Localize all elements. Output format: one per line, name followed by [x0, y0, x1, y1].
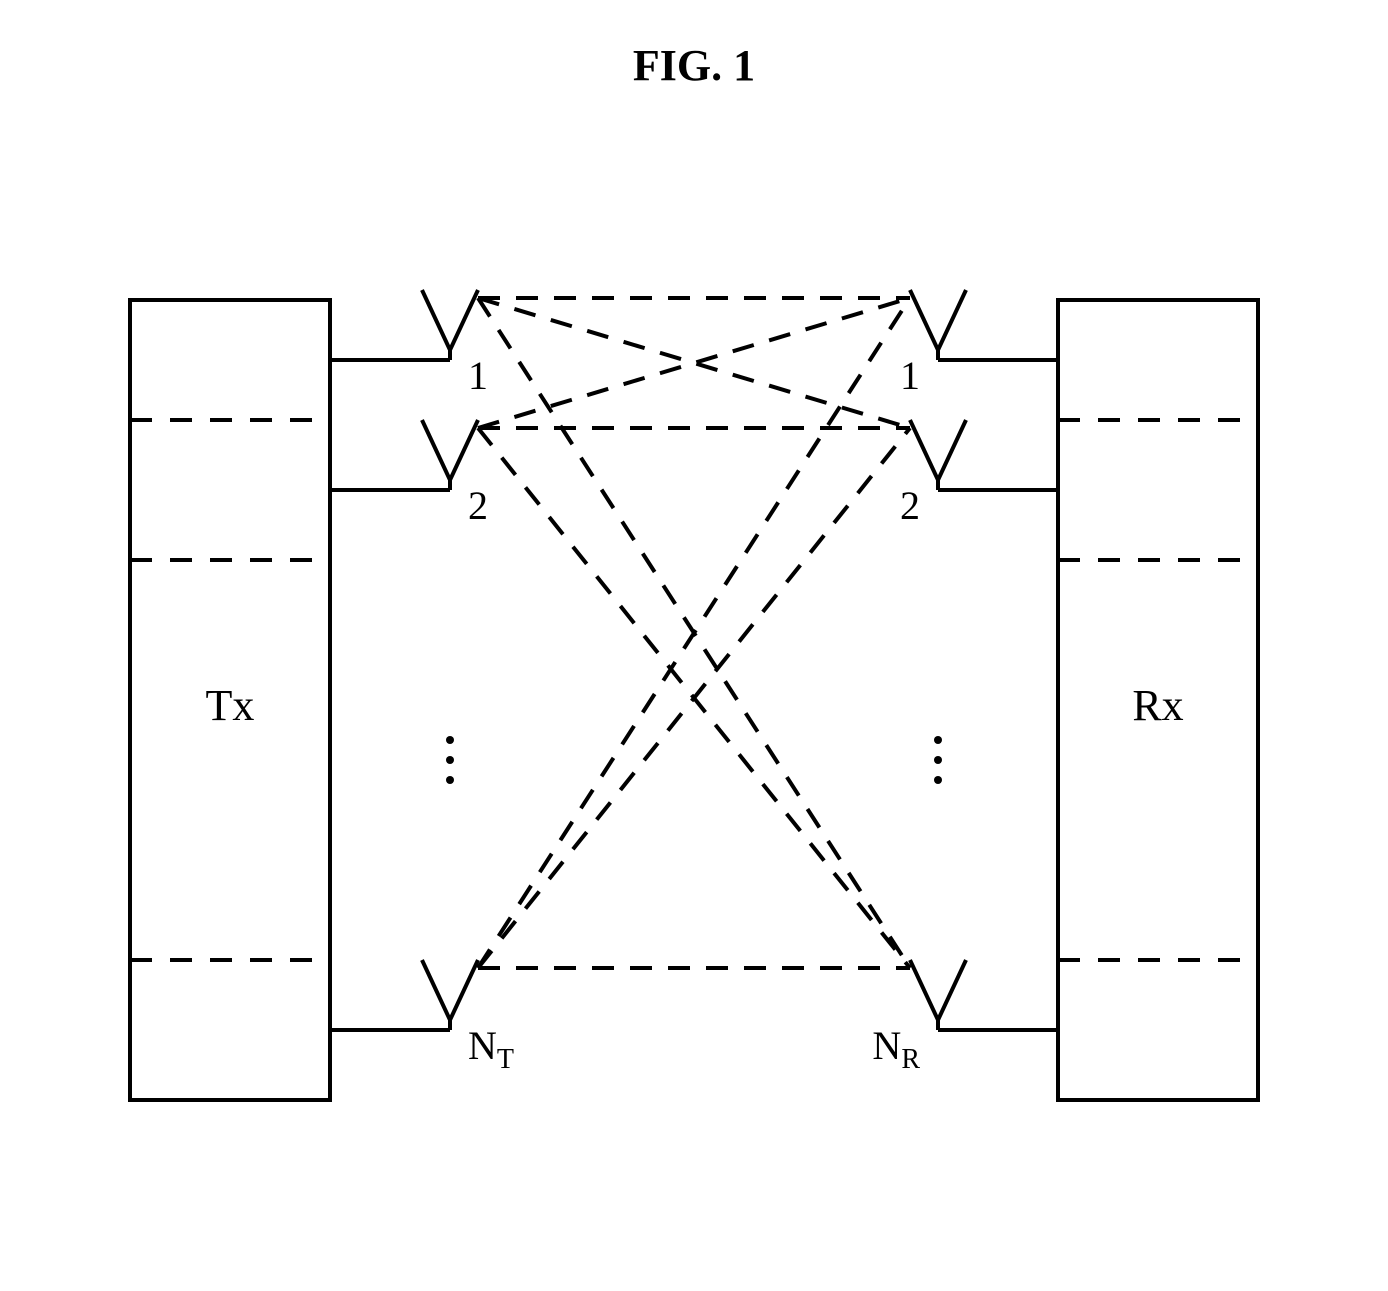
channel-edges	[478, 298, 910, 968]
mimo-diagram: Tx Rx 1 2 NT 1 2 NR	[0, 0, 1388, 1291]
rx-vdots	[934, 736, 942, 784]
tx-antenna-label-2: NT	[468, 1023, 514, 1075]
rx-label: Rx	[1132, 681, 1183, 730]
rx-block: Rx	[1058, 300, 1258, 1100]
tx-antenna-label-0: 1	[468, 353, 488, 398]
rx-antenna-0: 1	[900, 290, 1058, 398]
rx-antenna-label-2: NR	[872, 1023, 920, 1075]
rx-antenna-2: NR	[872, 960, 1058, 1075]
tx-antenna-2: NT	[330, 960, 514, 1075]
tx-antenna-0: 1	[330, 290, 488, 398]
rx-antenna-1: 2	[900, 420, 1058, 528]
tx-antenna-label-1: 2	[468, 483, 488, 528]
tx-block: Tx	[130, 300, 330, 1100]
tx-label: Tx	[206, 681, 255, 730]
rx-antenna-label-0: 1	[900, 353, 920, 398]
tx-vdots	[446, 736, 454, 784]
tx-antenna-1: 2	[330, 420, 488, 528]
rx-antenna-label-1: 2	[900, 483, 920, 528]
